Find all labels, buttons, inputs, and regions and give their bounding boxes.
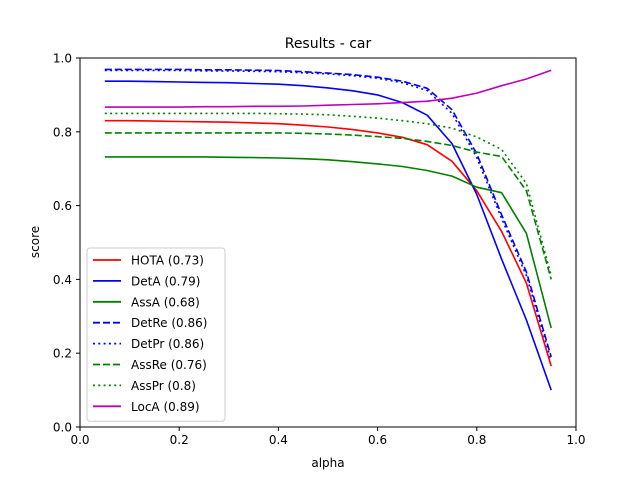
- y-tick-label: 0.0: [53, 421, 72, 435]
- x-tick-label: 0.6: [368, 433, 387, 447]
- legend-label-7: LocA (0.89): [131, 400, 200, 414]
- legend-label-2: AssA (0.68): [131, 295, 200, 309]
- series-line-1: [104, 80, 552, 391]
- y-tick-label: 0.4: [53, 273, 72, 287]
- legend-label-5: AssRe (0.76): [131, 358, 207, 372]
- series-line-6: [104, 112, 552, 276]
- plot-frame: [79, 57, 577, 428]
- legend-box: [86, 247, 226, 422]
- x-tick-label: 0.2: [170, 433, 189, 447]
- series-line-4: [104, 69, 552, 361]
- legend-label-0: HOTA (0.73): [131, 254, 204, 268]
- series-line-5: [104, 132, 552, 280]
- series-line-7: [104, 69, 552, 108]
- series-layer: [104, 68, 552, 391]
- series-line-0: [104, 119, 552, 367]
- y-axis-label: score: [28, 226, 42, 258]
- x-tick-label: 0.4: [269, 433, 288, 447]
- x-tick-label: 1.0: [566, 433, 585, 447]
- y-tick-label: 0.6: [53, 199, 72, 213]
- y-axis: 0.0 0.2 0.4 0.6 0.8 1.0: [53, 52, 80, 435]
- series-line-2: [104, 156, 552, 329]
- legend-label-4: DetPr (0.86): [131, 337, 204, 351]
- chart-title: Results - car: [285, 36, 372, 52]
- legend-label-3: DetRe (0.86): [131, 316, 207, 330]
- legend-label-1: DetA (0.79): [131, 274, 200, 288]
- y-tick-label: 0.8: [53, 125, 72, 139]
- legend: HOTA (0.73) DetA (0.79) AssA (0.68) DetRe (…: [86, 247, 226, 422]
- y-tick-label: 1.0: [53, 52, 72, 66]
- x-tick-label: 0.8: [467, 433, 486, 447]
- legend-label-6: AssPr (0.8): [131, 379, 196, 393]
- x-axis-label: alpha: [311, 456, 344, 470]
- x-tick-label: 0.0: [70, 433, 89, 447]
- y-tick-label: 0.2: [53, 347, 72, 361]
- x-axis: 0.0 0.2 0.4 0.6 0.8 1.0: [70, 427, 586, 447]
